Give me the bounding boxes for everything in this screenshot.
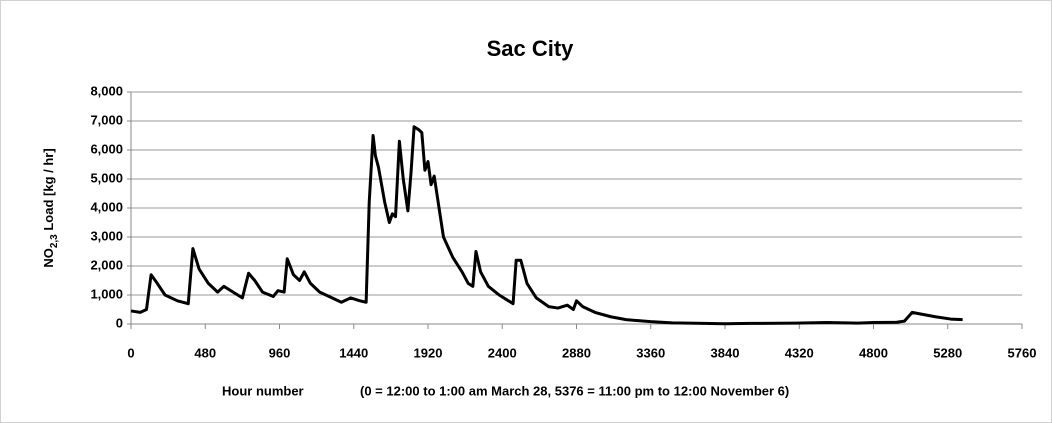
x-axis-note: (0 = 12:00 to 1:00 am March 28, 5376 = 1… <box>360 383 789 398</box>
x-tick-label: 1920 <box>414 345 443 360</box>
y-tick-label: 0 <box>116 315 123 330</box>
y-tick-label: 4,000 <box>90 199 123 214</box>
x-tick-label: 5760 <box>1008 345 1037 360</box>
y-tick-label: 5,000 <box>90 170 123 185</box>
y-tick-label: 8,000 <box>90 83 123 98</box>
y-label-part: Load [kg / hr] <box>41 148 56 234</box>
y-tick-label: 1,000 <box>90 286 123 301</box>
y-tick-label: 2,000 <box>90 257 123 272</box>
y-tick-label: 3,000 <box>90 228 123 243</box>
x-tick-label: 3360 <box>636 345 665 360</box>
y-tick-label: 7,000 <box>90 112 123 127</box>
x-tick-label: 4800 <box>859 345 888 360</box>
y-axis-label: NO2,3 Load [kg / hr] <box>41 148 59 267</box>
x-tick-label: 5280 <box>933 345 962 360</box>
x-tick-label: 3840 <box>711 345 740 360</box>
x-tick-label: 480 <box>194 345 216 360</box>
y-label-part: NO <box>41 248 56 268</box>
x-tick-label: 2400 <box>488 345 517 360</box>
data-line <box>130 125 963 326</box>
x-axis-label: Hour number <box>222 383 304 398</box>
y-tick-label: 6,000 <box>90 141 123 156</box>
y-label-subscript: 2,3 <box>49 234 60 248</box>
x-tick-label: 2880 <box>562 345 591 360</box>
x-tick-label: 960 <box>269 345 291 360</box>
x-tick-label: 0 <box>127 345 134 360</box>
chart-title: Sac City <box>487 36 575 61</box>
x-tick-label: 1440 <box>339 345 368 360</box>
x-tick-label: 4320 <box>785 345 814 360</box>
